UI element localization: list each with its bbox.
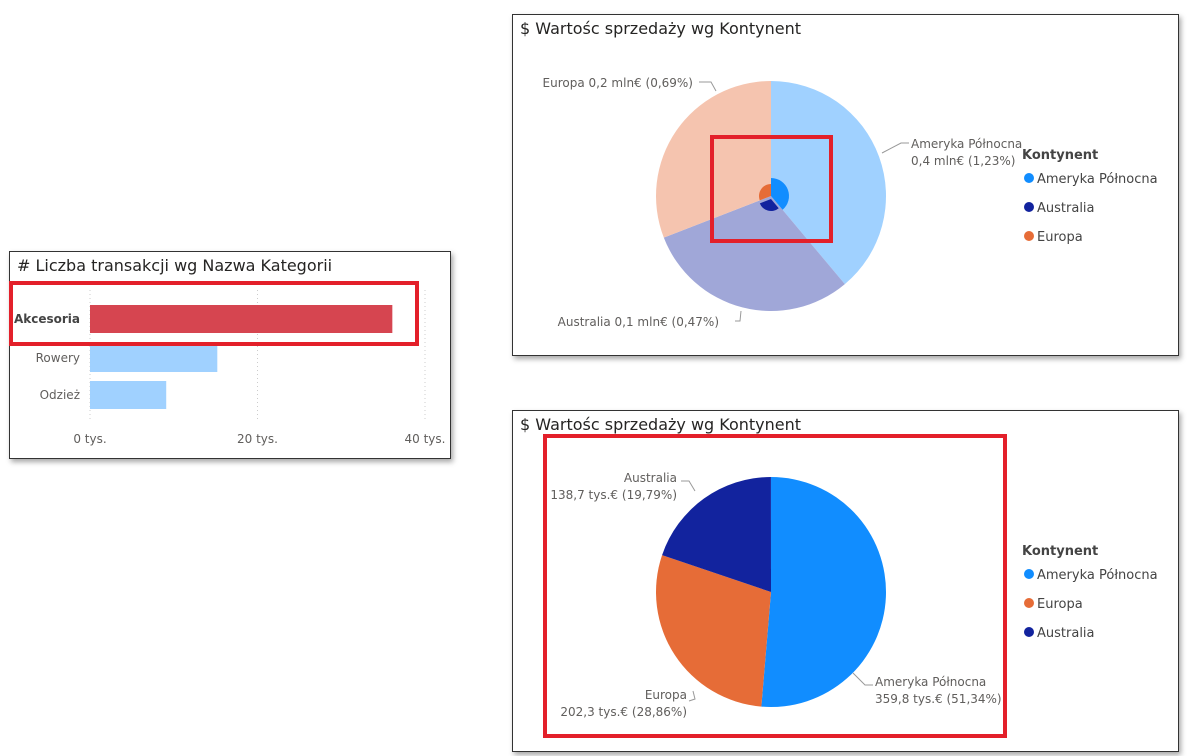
pie-chart-title: $ Wartośc sprzedaży wg Kontynent <box>520 415 802 434</box>
data-label: Australia 0,1 mln€ (0,47%) <box>558 315 719 329</box>
highlight-box-pie-center <box>710 135 833 243</box>
legend-title: Kontynent <box>1022 544 1098 559</box>
bar <box>90 381 167 409</box>
data-label: Ameryka Północna <box>911 137 1022 151</box>
leader-line <box>881 142 909 154</box>
legend-marker <box>1024 598 1034 608</box>
pie-slice <box>662 477 771 592</box>
pie-chart-title: $ Wartośc sprzedaży wg Kontynent <box>520 19 802 38</box>
data-label: 0,4 mln€ (1,23%) <box>911 154 1015 168</box>
legend-marker <box>1024 202 1034 212</box>
category-label: Akcesoria <box>14 312 80 326</box>
legend-marker <box>1024 173 1034 183</box>
pie-slice-faded <box>663 196 845 312</box>
legend-item: Australia <box>1037 201 1095 216</box>
bar <box>90 305 393 333</box>
pie-chart: Ameryka Północna 0,4 mln€ (1,23%) Australi… <box>543 76 1158 329</box>
x-tick-label: 40 tys. <box>405 432 446 446</box>
bar-chart: 0 tys. 20 tys. 40 tys. Akcesoria Rowery Odzie… <box>14 290 446 446</box>
bar <box>90 344 218 372</box>
pie-slice-highlight <box>759 199 779 212</box>
data-label: 359,8 tys.€ (51,34%) <box>875 692 1002 706</box>
data-label: Europa 0,2 mln€ (0,69%) <box>543 76 693 90</box>
data-label: 138,7 tys.€ (19,79%) <box>550 488 677 502</box>
leader-line <box>735 310 742 322</box>
x-tick-label: 0 tys. <box>73 432 106 446</box>
pie-chart-card-bottom: $ Wartośc sprzedaży wg Kontynent Ameryka… <box>512 410 1179 752</box>
pie-slice-highlight <box>759 184 771 201</box>
pie-slice <box>656 555 771 707</box>
pie-slice-faded <box>771 81 886 285</box>
legend-marker <box>1024 231 1034 241</box>
legend-title: Kontynent <box>1022 148 1098 163</box>
leader-line <box>852 672 873 686</box>
legend-marker <box>1024 569 1034 579</box>
legend-item: Europa <box>1037 597 1083 612</box>
data-label: Ameryka Północna <box>875 675 986 689</box>
pie-slice-highlight <box>771 178 789 210</box>
data-label: Australia <box>624 471 677 485</box>
category-label: Odzież <box>40 388 80 402</box>
leader-line <box>681 480 696 492</box>
bar-chart-title: # Liczba transakcji wg Nazwa Kategorii <box>17 256 333 275</box>
pie-chart: Ameryka Północna 359,8 tys.€ (51,34%) Euro… <box>550 471 1158 719</box>
pie-slice <box>761 477 887 707</box>
highlight-box-bar <box>9 281 419 346</box>
legend-item: Australia <box>1037 626 1095 641</box>
x-tick-label: 20 tys. <box>237 432 278 446</box>
highlight-box-pie <box>543 434 1007 738</box>
legend-item: Ameryka Północna <box>1037 172 1158 187</box>
legend-item: Ameryka Północna <box>1037 568 1158 583</box>
legend-marker <box>1024 627 1034 637</box>
category-label: Rowery <box>36 351 80 365</box>
leader-line <box>688 690 696 702</box>
data-label: Europa <box>645 688 687 702</box>
data-label: 202,3 tys.€ (28,86%) <box>560 705 687 719</box>
bar-chart-card: # Liczba transakcji wg Nazwa Kategorii 0… <box>9 251 451 459</box>
legend-item: Europa <box>1037 230 1083 245</box>
pie-chart-card-top: $ Wartośc sprzedaży wg Kontynent Ameryka… <box>512 14 1179 356</box>
leader-line <box>699 81 717 92</box>
